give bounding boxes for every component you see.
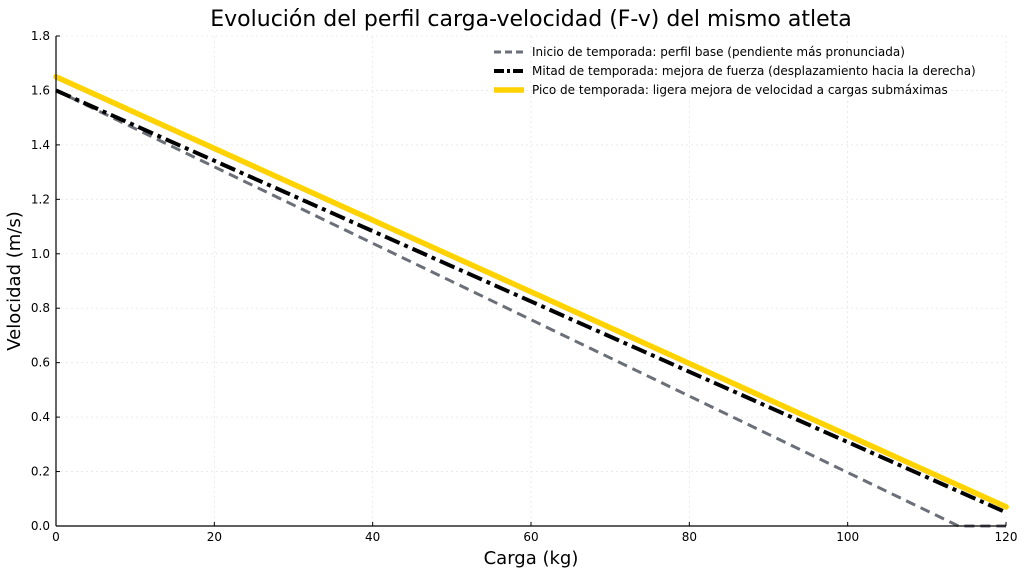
y-tick-label: 1.4 — [31, 138, 50, 152]
x-tick-label: 80 — [682, 530, 697, 544]
y-tick-label: 0.8 — [31, 301, 50, 315]
y-tick-label: 0.2 — [31, 465, 50, 479]
y-tick-label: 1.6 — [31, 83, 50, 97]
y-tick-label: 1.2 — [31, 192, 50, 206]
legend: Inicio de temporada: perfil base (pendie… — [494, 45, 976, 97]
x-tick-label: 0 — [52, 530, 60, 544]
chart-title: Evolución del perfil carga-velocidad (F-… — [210, 7, 851, 32]
x-tick-label: 60 — [523, 530, 538, 544]
legend-label-2: Mitad de temporada: mejora de fuerza (de… — [532, 64, 976, 78]
legend-label-1: Inicio de temporada: perfil base (pendie… — [532, 45, 905, 59]
x-tick-label: 40 — [365, 530, 380, 544]
x-tick-label: 100 — [836, 530, 859, 544]
series-line-2 — [55, 88, 1007, 515]
series-layer — [53, 74, 1009, 528]
y-tick-label: 0.6 — [31, 356, 50, 370]
x-tick-label: 20 — [207, 530, 222, 544]
y-tick-label: 1.8 — [31, 29, 50, 43]
y-axis-label: Velocidad (m/s) — [4, 211, 25, 351]
axes: 0 20 40 60 80 100 120 0.0 0.2 0.4 0.6 0.8 1.0 1.2 1.4 1… — [31, 29, 1018, 544]
x-tick-label: 120 — [995, 530, 1018, 544]
x-axis-label: Carga (kg) — [484, 548, 579, 569]
grid — [55, 35, 1007, 527]
legend-label-3: Pico de temporada: ligera mejora de velo… — [532, 83, 948, 97]
y-tick-label: 0.0 — [31, 519, 50, 533]
series-line-3 — [53, 74, 1009, 510]
y-tick-label: 0.4 — [31, 410, 50, 424]
y-tick-label: 1.0 — [31, 247, 50, 261]
